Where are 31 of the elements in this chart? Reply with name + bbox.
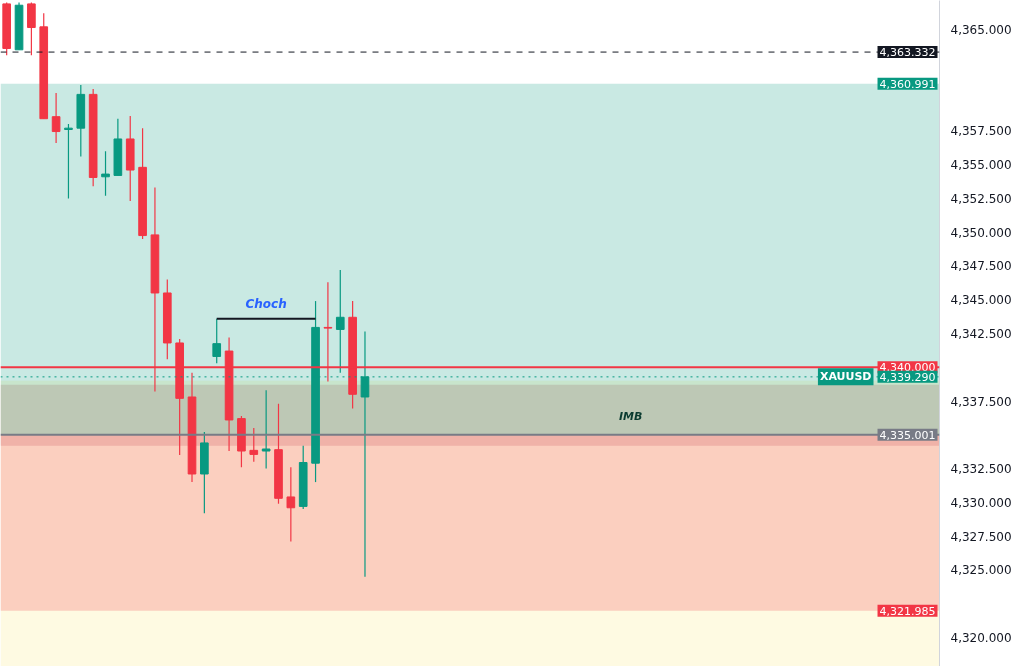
y-tick-label: 4,320.000 xyxy=(950,630,1012,645)
candlestick xyxy=(261,389,271,470)
y-tick-label: 4,347.500 xyxy=(950,259,1012,274)
ref-line-label: 4,363.332 xyxy=(879,46,936,60)
y-tick-label: 4,327.500 xyxy=(950,529,1012,544)
y-tick-label: 4,332.500 xyxy=(950,462,1012,477)
candlestick xyxy=(64,123,73,200)
candlestick xyxy=(27,1,36,56)
y-tick-label: 4,337.500 xyxy=(950,394,1012,409)
y-tick-label: 4,355.000 xyxy=(950,158,1012,173)
candlestick xyxy=(335,269,345,374)
y-tick-label: 4,357.500 xyxy=(950,124,1012,139)
y-tick-label: 4,352.500 xyxy=(950,191,1012,206)
band-label: 4,321.985 xyxy=(879,604,936,618)
band-label: 4,360.991 xyxy=(879,77,936,91)
ref-line-label: 4,335.001 xyxy=(879,428,936,442)
annotation: IMB xyxy=(618,410,643,424)
y-tick-label: 4,365.000 xyxy=(950,23,1012,38)
y-tick-label: 4,345.000 xyxy=(950,293,1012,308)
y-tick-label: 4,342.500 xyxy=(950,327,1012,341)
candlestick xyxy=(286,466,296,543)
ref-line-label: 4,339.290 xyxy=(879,370,936,384)
y-tick-label: 4,325.000 xyxy=(950,563,1012,578)
candlestick xyxy=(249,427,259,463)
y-tick-label: 4,350.000 xyxy=(950,225,1012,240)
annotation: XAUUSD xyxy=(819,370,872,384)
candlestick xyxy=(101,150,110,197)
candlestick xyxy=(51,92,61,144)
y-tick-label: 4,330.000 xyxy=(950,495,1012,510)
annotation: Choch xyxy=(245,296,287,311)
candlestick xyxy=(212,318,222,364)
